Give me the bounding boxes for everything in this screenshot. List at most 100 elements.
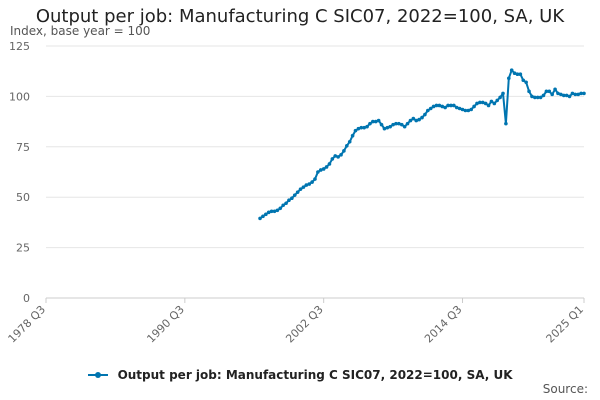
data-point xyxy=(345,143,349,148)
data-point xyxy=(512,71,517,76)
data-point xyxy=(475,101,479,106)
data-point xyxy=(382,126,387,131)
y-tick-label: 50 xyxy=(16,191,30,204)
data-point xyxy=(428,106,433,111)
data-point xyxy=(292,193,297,197)
data-point xyxy=(269,209,274,214)
data-point xyxy=(356,126,361,131)
data-point xyxy=(483,101,488,106)
data-point xyxy=(501,91,505,96)
x-tick-label: 2025 Q1 xyxy=(544,303,587,346)
data-point xyxy=(443,105,447,110)
data-point xyxy=(431,104,436,109)
chart-title: Output per job: Manufacturing C SIC07, 2… xyxy=(35,6,565,27)
data-point xyxy=(391,122,395,127)
data-point xyxy=(402,124,407,129)
data-point xyxy=(336,155,340,159)
data-point xyxy=(454,105,459,110)
data-point xyxy=(261,214,265,219)
data-point xyxy=(440,104,445,109)
data-point xyxy=(420,115,424,120)
data-point xyxy=(486,103,491,108)
data-point xyxy=(524,80,528,85)
data-point xyxy=(408,118,413,123)
data-point xyxy=(321,167,326,171)
data-point xyxy=(399,122,404,127)
chart-subtitle: Index, base year = 100 xyxy=(10,24,151,38)
data-point xyxy=(405,121,410,126)
data-point xyxy=(521,78,526,83)
data-point xyxy=(527,89,531,94)
data-point xyxy=(417,117,421,122)
data-point xyxy=(492,101,497,106)
data-point xyxy=(541,93,546,98)
data-point xyxy=(480,100,485,105)
legend-swatch-icon xyxy=(88,371,109,378)
data-point xyxy=(478,100,482,105)
data-point xyxy=(437,103,442,108)
data-point xyxy=(561,93,566,98)
data-point xyxy=(304,183,309,187)
data-point xyxy=(466,108,471,113)
data-point xyxy=(266,210,271,215)
data-point xyxy=(324,165,329,169)
legend-label: Output per job: Manufacturing C SIC07, 2… xyxy=(117,367,513,382)
data-point xyxy=(313,177,317,181)
data-point xyxy=(339,153,343,157)
data-point xyxy=(301,185,306,189)
data-point xyxy=(472,104,476,109)
data-point xyxy=(579,91,583,96)
data-point xyxy=(559,92,563,97)
data-point xyxy=(298,187,303,191)
data-point xyxy=(530,94,534,99)
y-tick-label: 0 xyxy=(23,292,30,305)
data-point xyxy=(258,216,262,221)
x-tick-label: 1990 Q3 xyxy=(144,303,187,346)
data-point xyxy=(515,72,520,77)
data-point xyxy=(576,92,581,97)
data-point xyxy=(556,91,560,96)
x-tick-label: 1978 Q3 xyxy=(6,303,49,346)
data-point xyxy=(460,107,465,112)
data-point xyxy=(489,99,494,104)
data-point xyxy=(463,108,468,113)
data-point xyxy=(359,125,364,130)
series-line xyxy=(259,69,584,220)
data-point xyxy=(385,125,390,130)
data-point xyxy=(564,93,569,98)
data-point xyxy=(330,157,335,161)
data-point xyxy=(281,203,285,208)
y-tick-label: 100 xyxy=(9,90,30,103)
data-point xyxy=(414,118,419,123)
data-point xyxy=(318,168,323,172)
data-point xyxy=(388,124,393,129)
x-tick-label: 2014 Q3 xyxy=(422,303,465,346)
data-point xyxy=(295,190,300,194)
data-point xyxy=(350,133,355,138)
data-point xyxy=(373,119,378,124)
data-point xyxy=(264,212,268,217)
data-point xyxy=(327,162,332,166)
data-point xyxy=(535,95,540,100)
data-point xyxy=(582,91,586,96)
data-point xyxy=(544,89,549,94)
data-point xyxy=(333,154,338,158)
legend[interactable]: Output per job: Manufacturing C SIC07, 2… xyxy=(0,364,600,383)
data-point xyxy=(275,208,280,213)
data-point xyxy=(307,182,312,186)
data-point xyxy=(342,149,346,153)
y-tick-label: 25 xyxy=(16,242,30,255)
data-point xyxy=(411,116,416,121)
data-point xyxy=(368,121,372,126)
data-point xyxy=(452,103,456,108)
data-point xyxy=(371,119,375,124)
data-point xyxy=(365,124,369,129)
data-point xyxy=(362,125,366,130)
data-point xyxy=(376,118,381,123)
data-point xyxy=(379,122,384,127)
data-point xyxy=(287,198,291,203)
data-point xyxy=(538,95,543,100)
data-point xyxy=(498,95,502,100)
